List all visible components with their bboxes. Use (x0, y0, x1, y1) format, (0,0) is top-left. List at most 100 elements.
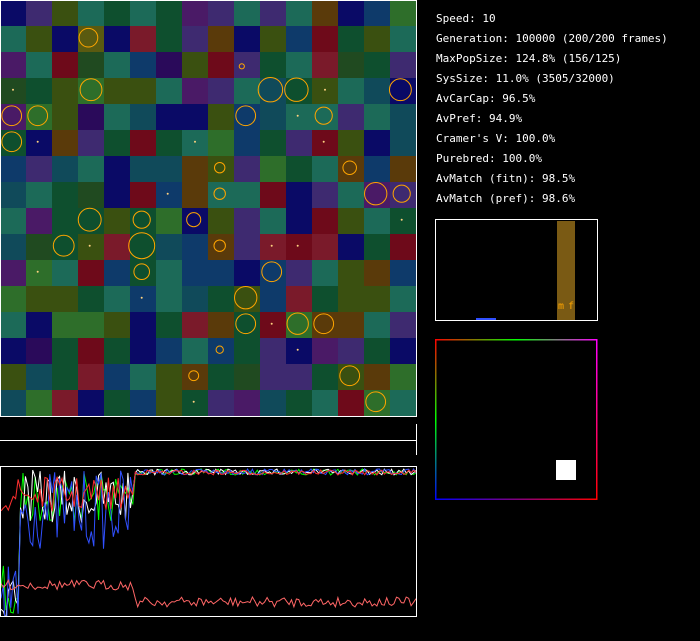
grid-cell[interactable] (390, 104, 417, 131)
grid-cell[interactable] (182, 364, 209, 391)
grid-cell[interactable] (338, 364, 365, 391)
grid-cell[interactable] (338, 312, 365, 339)
grid-cell[interactable] (364, 234, 391, 261)
grid-cell[interactable] (156, 208, 183, 235)
grid-cell[interactable] (338, 104, 365, 131)
grid-cell[interactable] (104, 130, 131, 157)
grid-cell[interactable] (390, 390, 417, 417)
grid-cell[interactable] (104, 156, 131, 183)
grid-cell[interactable] (0, 104, 27, 131)
grid-cell[interactable] (78, 182, 105, 209)
grid-cell[interactable] (182, 312, 209, 339)
grid-cell[interactable] (104, 78, 131, 105)
grid-cell[interactable] (286, 52, 313, 79)
grid-cell[interactable] (182, 260, 209, 287)
world-grid[interactable] (0, 0, 417, 417)
grid-cell[interactable] (234, 338, 261, 365)
grid-cell[interactable] (0, 26, 27, 53)
grid-cell[interactable] (156, 52, 183, 79)
grid-cell[interactable] (260, 234, 287, 261)
grid-cell[interactable] (130, 0, 157, 27)
grid-cell[interactable] (286, 0, 313, 27)
grid-cell[interactable] (286, 130, 313, 157)
grid-cell[interactable] (182, 208, 209, 235)
grid-cell[interactable] (234, 234, 261, 261)
grid-cell[interactable] (260, 0, 287, 27)
grid-cell[interactable] (52, 156, 79, 183)
grid-cell[interactable] (52, 78, 79, 105)
grid-cell[interactable] (52, 0, 79, 27)
grid-cell[interactable] (52, 104, 79, 131)
grid-cell[interactable] (26, 364, 53, 391)
grid-cell[interactable] (52, 312, 79, 339)
grid-cell[interactable] (130, 390, 157, 417)
grid-cell[interactable] (260, 104, 287, 131)
grid-cell[interactable] (156, 390, 183, 417)
grid-cell[interactable] (26, 52, 53, 79)
grid-cell[interactable] (234, 208, 261, 235)
grid-cell[interactable] (208, 26, 235, 53)
grid-cell[interactable] (338, 182, 365, 209)
grid-cell[interactable] (338, 338, 365, 365)
grid-cell[interactable] (208, 156, 235, 183)
grid-cell[interactable] (156, 0, 183, 27)
grid-cell[interactable] (26, 234, 53, 261)
grid-cell[interactable] (390, 182, 417, 209)
grid-cell[interactable] (260, 260, 287, 287)
grid-cell[interactable] (26, 130, 53, 157)
grid-cell[interactable] (208, 338, 235, 365)
grid-cell[interactable] (364, 208, 391, 235)
grid-cell[interactable] (338, 208, 365, 235)
grid-cell[interactable] (156, 78, 183, 105)
grid-cell[interactable] (104, 286, 131, 313)
grid-cell[interactable] (0, 78, 27, 105)
grid-cell[interactable] (338, 78, 365, 105)
grid-cell[interactable] (78, 286, 105, 313)
grid-cell[interactable] (286, 364, 313, 391)
grid-cell[interactable] (234, 26, 261, 53)
grid-cell[interactable] (156, 260, 183, 287)
grid-cell[interactable] (52, 208, 79, 235)
grid-cell[interactable] (234, 390, 261, 417)
grid-cell[interactable] (364, 260, 391, 287)
grid-cell[interactable] (364, 78, 391, 105)
grid-cell[interactable] (260, 208, 287, 235)
grid-cell[interactable] (78, 312, 105, 339)
grid-cell[interactable] (52, 338, 79, 365)
grid-cell[interactable] (234, 182, 261, 209)
grid-cell[interactable] (52, 364, 79, 391)
grid-cell[interactable] (104, 312, 131, 339)
grid-cell[interactable] (312, 52, 339, 79)
grid-cell[interactable] (312, 312, 339, 339)
grid-cell[interactable] (130, 312, 157, 339)
grid-cell[interactable] (26, 104, 53, 131)
grid-cell[interactable] (234, 104, 261, 131)
grid-cell[interactable] (156, 286, 183, 313)
grid-cell[interactable] (104, 338, 131, 365)
grid-cell[interactable] (364, 0, 391, 27)
grid-cell[interactable] (130, 338, 157, 365)
grid-cell[interactable] (0, 182, 27, 209)
grid-cell[interactable] (104, 52, 131, 79)
grid-cell[interactable] (260, 130, 287, 157)
grid-cell[interactable] (312, 260, 339, 287)
grid-cell[interactable] (182, 390, 209, 417)
grid-cell[interactable] (364, 312, 391, 339)
grid-cell[interactable] (26, 286, 53, 313)
grid-cell[interactable] (130, 156, 157, 183)
grid-cell[interactable] (104, 364, 131, 391)
grid-cell[interactable] (338, 260, 365, 287)
grid-cell[interactable] (364, 338, 391, 365)
grid-cell[interactable] (182, 52, 209, 79)
grid-cell[interactable] (208, 364, 235, 391)
grid-cell[interactable] (286, 390, 313, 417)
grid-cell[interactable] (78, 234, 105, 261)
grid-cell[interactable] (286, 26, 313, 53)
grid-cell[interactable] (364, 286, 391, 313)
grid-cell[interactable] (26, 208, 53, 235)
grid-cell[interactable] (52, 260, 79, 287)
grid-cell[interactable] (234, 78, 261, 105)
grid-cell[interactable] (208, 104, 235, 131)
grid-cell[interactable] (208, 208, 235, 235)
grid-cell[interactable] (312, 364, 339, 391)
